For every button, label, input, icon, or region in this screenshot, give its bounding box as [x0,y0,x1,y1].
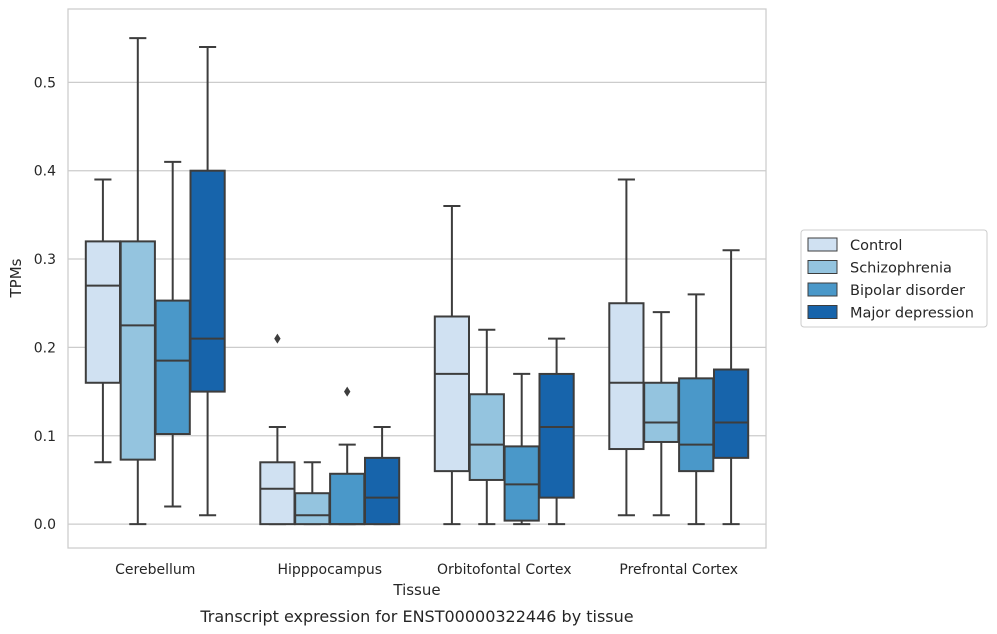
y-tick-labels: 0.0 0.1 0.2 0.3 0.4 0.5 [34,75,56,533]
box-1-3 [363,425,401,526]
box-iqr [259,461,296,526]
box-0-1 [119,37,156,526]
y-tick-label: 0.3 [34,252,56,268]
box-iqr [363,456,401,526]
legend-label: Major depression [850,306,974,322]
x-axis-label: Tissue [392,581,440,599]
legend-label: Bipolar disorder [850,283,965,299]
legend: Control Schizophrenia Bipolar disorder Majo… [800,229,988,328]
box-iqr [643,381,680,443]
box-iqr [294,492,331,526]
box-iqr [538,372,575,499]
box-1-0 [259,333,296,526]
x-tick-label: Orbitofontal Cortex [437,562,572,578]
box-3-3 [712,249,750,526]
legend-label: Control [850,238,902,254]
box-iqr [84,240,122,384]
box-0-3 [189,45,226,517]
box-iqr [433,315,471,473]
box-iqr [712,368,750,459]
legend-swatch [807,237,838,252]
y-tick-label: 0.4 [34,164,56,180]
box-3-0 [608,178,645,517]
box-1-1 [294,461,331,526]
chart-caption: Transcript expression for ENST0000032244… [199,607,633,626]
y-tick-label: 0.5 [34,75,56,91]
legend-label: Schizophrenia [850,261,952,277]
y-tick-label: 0.1 [34,429,56,445]
outlier-point [344,386,351,397]
box-2-3 [538,337,575,526]
box-0-0 [84,178,122,464]
legend-swatch [807,305,838,319]
box-3-2 [678,293,715,526]
x-tick-label: Hipppocampus [277,562,382,578]
box-iqr [608,302,645,451]
legend-swatch [807,282,838,297]
y-tick-label: 0.2 [34,340,56,356]
legend-swatch [807,260,838,274]
x-tick-label: Cerebellum [115,562,195,578]
y-axis-label: TPMs [7,258,25,298]
legend-frame [800,229,988,328]
x-tick-label: Prefrontal Cortex [619,562,738,578]
outlier-point [274,333,281,344]
box-2-1 [468,328,505,526]
plot-frame [67,8,767,549]
box-iqr [154,299,191,436]
box-iqr [678,377,715,473]
y-tick-label: 0.0 [34,517,56,533]
box-3-1 [643,311,680,517]
box-1-2 [329,386,366,526]
box-2-2 [503,372,540,526]
box-2-0 [433,205,471,526]
box-iqr [468,393,505,481]
x-tick-labels: Cerebellum Hipppocampus Orbitofontal Corte… [115,562,738,578]
box-0-2 [154,160,191,508]
boxes-layer [84,37,750,526]
box-iqr [119,240,156,461]
box-iqr [329,472,366,526]
box-iqr [189,169,226,393]
